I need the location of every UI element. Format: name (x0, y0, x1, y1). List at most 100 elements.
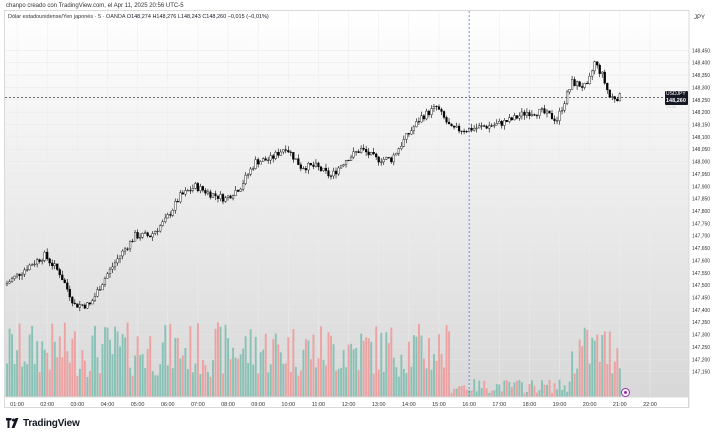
candle-body (380, 161, 383, 163)
y-axis: 148,450 148,400 148,350 148,300 148,250 148,2… (692, 48, 710, 375)
volume-bar (553, 383, 556, 397)
volume-bar (136, 336, 139, 397)
candle-body (317, 162, 320, 168)
volume-bar (312, 334, 315, 397)
volume-bar (13, 364, 16, 397)
candle-body (465, 131, 468, 133)
candle-body (264, 158, 267, 161)
volume-bar (11, 334, 14, 397)
candle-body (370, 152, 373, 156)
candle-body (66, 282, 69, 290)
volume-bar (523, 392, 526, 397)
volume-bar (23, 361, 26, 397)
candle-body (133, 232, 137, 242)
y-tick-label: 147,150 (692, 370, 710, 376)
candle-body (540, 108, 544, 110)
candle-body (292, 152, 295, 160)
footer-branding: TradingView (6, 416, 80, 430)
volume-bar (109, 339, 111, 397)
candle-body (570, 79, 574, 90)
volume-bar (538, 390, 541, 397)
candle-body (211, 193, 215, 198)
candle-body (239, 188, 242, 192)
candle-body (357, 151, 360, 153)
candle-body (287, 150, 290, 153)
price-tag-timer: 03:48 (666, 104, 677, 110)
candle-body (480, 125, 483, 127)
candle-body (405, 133, 408, 140)
volume-bar (586, 329, 589, 397)
volume-bar (21, 366, 24, 397)
x-tick-label: 01:00 (10, 402, 24, 408)
candle-body (176, 201, 179, 203)
candle-body (342, 164, 345, 167)
volume-bar (214, 328, 217, 397)
volume-bar (430, 369, 433, 397)
y-tick-label: 147,250 (692, 345, 710, 351)
candle-body (334, 170, 338, 175)
candle-body (616, 98, 619, 102)
indicator-badge-icon[interactable] (621, 388, 630, 397)
volume-bar (508, 381, 511, 397)
volume-bar (606, 363, 609, 397)
volume-bar (613, 361, 616, 397)
volume-bar (458, 386, 461, 397)
volume-bar (531, 380, 533, 397)
candle-body (347, 160, 350, 162)
candle-body (267, 159, 270, 161)
candle-body (588, 75, 591, 85)
candle-body (108, 268, 112, 275)
volume-bar (598, 362, 601, 397)
y-tick-label: 148,200 (692, 110, 710, 116)
volume-bar (171, 368, 174, 397)
candle-body (169, 214, 172, 216)
candle-body (367, 151, 370, 156)
volume-bar (242, 348, 245, 397)
candle-body (186, 190, 189, 192)
candle-body (244, 174, 247, 184)
candle-body (274, 152, 277, 159)
volume-bar (315, 367, 317, 397)
candle-body (302, 168, 305, 170)
price-tag-symbol: USDJPY (666, 91, 686, 98)
volume-bar (249, 329, 252, 397)
ohlc-close: C148,260 (202, 14, 227, 20)
candle-body (76, 303, 79, 308)
volume-bar (229, 359, 232, 397)
volume-bar (581, 346, 584, 397)
volume-bar (355, 347, 358, 397)
candle-body (513, 115, 516, 121)
volume-bar (48, 369, 51, 397)
candle-body (247, 173, 250, 176)
candle-body (583, 82, 586, 88)
candle-body (533, 114, 536, 116)
chart-background (5, 11, 689, 397)
candle-body (299, 164, 302, 169)
volume-bar (111, 354, 114, 397)
volume-bar (237, 358, 240, 397)
volume-bar (433, 353, 435, 397)
candle-body (581, 86, 584, 88)
volume-bar (244, 336, 247, 397)
candle-body (362, 147, 365, 150)
volume-bar (352, 349, 355, 397)
volume-bar (199, 374, 202, 397)
volume-bar (164, 324, 167, 397)
volume-bar (292, 329, 295, 397)
volume-bar (505, 380, 508, 397)
candle-body (365, 149, 368, 153)
volume-bar (335, 370, 338, 397)
candle-body (560, 110, 564, 112)
candle-body (136, 232, 139, 239)
candle-body (327, 170, 330, 177)
volume-bar (86, 376, 89, 397)
x-tick-label: 09:00 (251, 402, 265, 408)
candle-body (10, 278, 14, 282)
volume-bar (68, 362, 71, 397)
volume-bar (43, 349, 46, 397)
candle-body (593, 61, 596, 72)
candle-body (18, 273, 21, 276)
candle-body (174, 201, 177, 211)
candle-body (43, 251, 46, 261)
